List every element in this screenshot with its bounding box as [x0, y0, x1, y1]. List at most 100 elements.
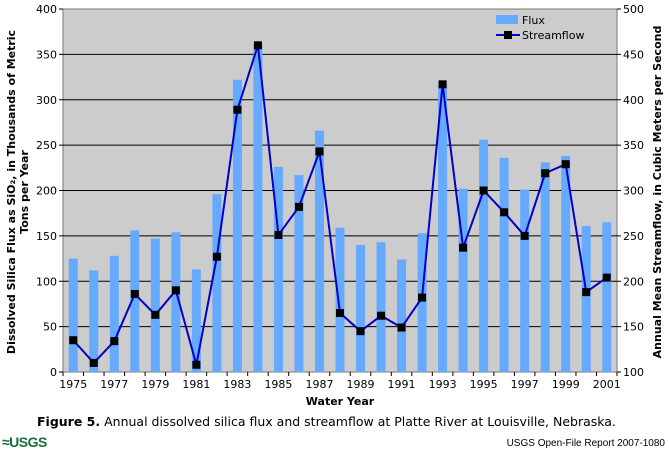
y2-tick-label: 100 [623, 366, 644, 379]
streamflow-marker [192, 360, 201, 369]
caption-label: Figure 5. [37, 414, 101, 429]
streamflow-marker [459, 243, 468, 252]
x-tick-label: 1977 [100, 378, 128, 391]
x-tick-label: 1975 [59, 378, 87, 391]
y2-tick-label: 500 [623, 3, 644, 16]
x-axis-label: Water Year [306, 395, 375, 408]
streamflow-marker [438, 80, 447, 89]
x-tick-label: 1983 [223, 378, 251, 391]
streamflow-marker [69, 336, 78, 345]
flux-bar [273, 166, 283, 372]
flux-bar [417, 233, 427, 372]
y2-tick-label: 450 [623, 48, 644, 61]
legend-flux-swatch [496, 15, 518, 24]
flux-bar [479, 139, 489, 372]
streamflow-marker [336, 309, 344, 318]
x-tick-label: 1989 [347, 378, 375, 391]
flux-bar [438, 84, 448, 372]
y2-tick-label: 250 [623, 230, 644, 243]
figure-caption: Figure 5. Annual dissolved silica flux a… [37, 414, 616, 429]
flux-bar [520, 189, 530, 372]
report-id: USGS Open-File Report 2007-1080 [506, 438, 665, 449]
flux-bar [397, 259, 407, 372]
flux-bar [581, 225, 591, 372]
streamflow-marker [233, 105, 242, 114]
flux-bar [150, 238, 160, 372]
x-tick-label: 1979 [141, 378, 169, 391]
streamflow-marker [151, 310, 160, 319]
y2-tick-label: 400 [623, 94, 644, 107]
streamflow-marker [479, 186, 488, 195]
x-tick-label: 1993 [429, 378, 457, 391]
legend: Flux Streamflow [496, 14, 584, 42]
x-tick-label: 1999 [552, 378, 580, 391]
flux-bar [376, 242, 386, 372]
flux-bar [314, 130, 324, 372]
streamflow-marker [274, 230, 283, 239]
streamflow-marker [561, 160, 570, 169]
flux-bar [253, 44, 263, 373]
flux-bar [335, 227, 345, 372]
streamflow-marker [253, 41, 262, 50]
y-tick-label: 150 [36, 230, 57, 243]
usgs-logo: ≈USGS [2, 434, 47, 450]
legend-flux-label: Flux [522, 14, 545, 27]
streamflow-marker [377, 311, 386, 320]
flux-bar [232, 79, 242, 372]
flux-bar [171, 232, 181, 372]
x-tick-label: 1987 [305, 378, 333, 391]
y-tick-label: 50 [43, 321, 57, 334]
streamflow-marker [418, 293, 427, 302]
streamflow-marker [500, 208, 509, 217]
flux-bar [499, 157, 509, 372]
legend-streamflow-label: Streamflow [522, 29, 584, 42]
x-tick-label: 2001 [593, 378, 621, 391]
streamflow-marker [171, 286, 180, 295]
streamflow-marker [602, 273, 611, 282]
streamflow-marker [541, 169, 550, 178]
flux-bar [130, 230, 140, 372]
flux-bar [191, 269, 201, 372]
streamflow-marker [294, 202, 303, 211]
x-tick-label: 1991 [388, 378, 416, 391]
y-tick-label: 0 [50, 366, 57, 379]
flux-bar [458, 188, 468, 372]
x-tick-label: 1981 [182, 378, 210, 391]
streamflow-marker [582, 288, 591, 297]
streamflow-marker [520, 231, 529, 240]
y2-tick-label: 300 [623, 185, 644, 198]
streamflow-marker [315, 147, 324, 156]
y-tick-label: 200 [36, 185, 57, 198]
streamflow-marker [356, 327, 365, 336]
y2-axis-label: Annual Mean Streamflow, in Cubic Meters … [651, 26, 664, 359]
y-tick-label: 300 [36, 94, 57, 107]
legend-streamflow-marker [504, 31, 512, 39]
streamflow-marker [89, 358, 98, 367]
streamflow-marker [110, 337, 119, 346]
x-tick-label: 1997 [511, 378, 539, 391]
y2-tick-label: 350 [623, 139, 644, 152]
y2-tick-label: 150 [623, 321, 644, 334]
streamflow-marker [397, 323, 406, 332]
y-tick-label: 100 [36, 275, 57, 288]
flux-bar [212, 194, 222, 372]
flux-bar [561, 156, 571, 372]
flux-bar [356, 244, 366, 372]
flux-bar [294, 175, 304, 372]
y-tick-label: 400 [36, 3, 57, 16]
caption-text: Annual dissolved silica flux and streamf… [100, 414, 616, 429]
x-tick-label: 1995 [470, 378, 498, 391]
flux-bar [68, 258, 78, 372]
streamflow-marker [130, 289, 139, 298]
y-axis-label-1: Dissolved Silica Flux as SiO₂, in Thousa… [5, 30, 18, 354]
y-tick-label: 350 [36, 48, 57, 61]
streamflow-marker [212, 252, 221, 261]
y-axis-label-2: Tons per Year [18, 150, 31, 234]
flux-bar [109, 255, 119, 372]
y2-tick-label: 200 [623, 275, 644, 288]
y-tick-label: 250 [36, 139, 57, 152]
flux-bar [540, 162, 550, 372]
chart: 0 50 100 150 200 250 300 350 400 100 150 200 250 300 3… [5, 3, 664, 408]
flux-bar [602, 222, 612, 372]
x-tick-label: 1985 [264, 378, 292, 391]
